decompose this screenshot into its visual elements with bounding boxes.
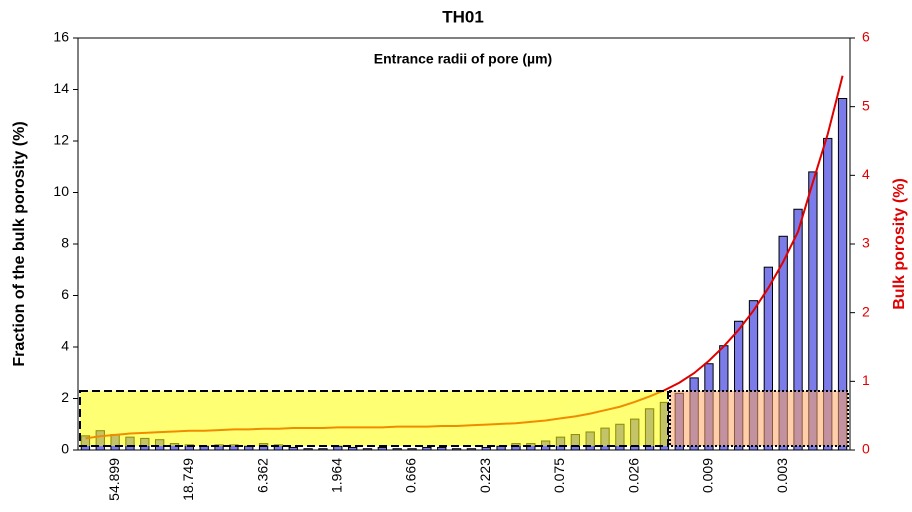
- y-tick-label: 12: [53, 132, 69, 148]
- y2-axis-label: Bulk porosity (%): [891, 178, 908, 310]
- highlight-box: [669, 390, 849, 447]
- y2-tick-label: 6: [862, 29, 870, 45]
- line: [85, 75, 844, 440]
- x-axis-label: Entrance radii of pore (µm): [374, 51, 552, 67]
- chart-title: TH01: [442, 7, 484, 26]
- x-tick-label: 54.899: [106, 458, 122, 501]
- y2-tick-label: 2: [862, 303, 870, 319]
- y2-tick-label: 5: [862, 97, 870, 113]
- y-tick-label: 0: [61, 441, 69, 457]
- y2-tick-label: 4: [862, 166, 870, 182]
- y2-tick-label: 0: [862, 441, 870, 457]
- x-tick-label: 0.075: [551, 458, 567, 493]
- y-tick-label: 6: [61, 286, 69, 302]
- x-tick-label: 0.223: [477, 458, 493, 493]
- y-tick-label: 4: [61, 338, 69, 354]
- y-tick-label: 8: [61, 235, 69, 251]
- x-tick-label: 0.666: [403, 458, 419, 493]
- y-axis-label: Fraction of the bulk porosity (%): [11, 121, 28, 366]
- x-tick-label: 1.964: [329, 458, 345, 493]
- highlight-box: [79, 390, 669, 447]
- x-tick-label: 0.026: [625, 458, 641, 493]
- x-tick-label: 0.003: [774, 458, 790, 493]
- y-tick-label: 16: [53, 29, 69, 45]
- y-tick-label: 10: [53, 183, 69, 199]
- y-tick-label: 2: [61, 389, 69, 405]
- y2-tick-label: 1: [862, 372, 870, 388]
- x-tick-label: 18.749: [180, 458, 196, 501]
- y-tick-label: 14: [53, 80, 69, 96]
- x-tick-label: 0.009: [700, 458, 716, 493]
- y2-tick-label: 3: [862, 235, 870, 251]
- x-tick-label: 6.362: [254, 458, 270, 493]
